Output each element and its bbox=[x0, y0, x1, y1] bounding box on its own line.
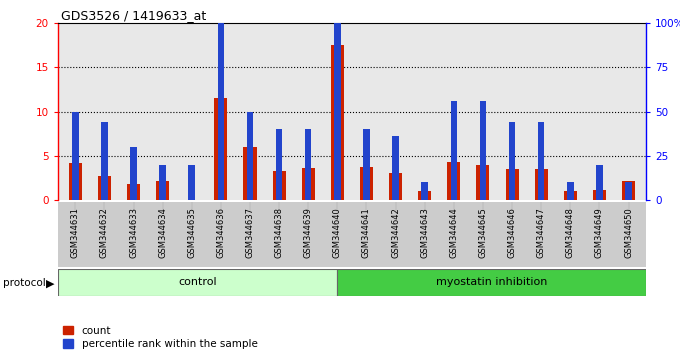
Bar bbox=[451, 101, 457, 200]
Bar bbox=[509, 122, 515, 200]
Bar bbox=[593, 190, 606, 200]
Bar bbox=[422, 182, 428, 200]
Bar bbox=[534, 169, 547, 200]
Text: GSM344650: GSM344650 bbox=[624, 207, 633, 258]
Bar bbox=[389, 173, 402, 200]
Bar bbox=[273, 171, 286, 200]
Bar bbox=[330, 45, 344, 200]
Bar bbox=[188, 165, 195, 200]
Text: GSM344644: GSM344644 bbox=[449, 207, 458, 258]
Bar bbox=[392, 136, 399, 200]
Text: GSM344646: GSM344646 bbox=[507, 207, 517, 258]
Text: GSM344645: GSM344645 bbox=[479, 207, 488, 258]
Text: GSM344638: GSM344638 bbox=[275, 207, 284, 258]
Bar bbox=[418, 191, 431, 200]
Text: GSM344649: GSM344649 bbox=[595, 207, 604, 258]
Bar bbox=[360, 167, 373, 200]
Bar bbox=[243, 147, 256, 200]
Text: GSM344632: GSM344632 bbox=[100, 207, 109, 258]
Bar bbox=[363, 129, 370, 200]
Bar bbox=[505, 169, 519, 200]
Bar bbox=[131, 147, 137, 200]
Bar bbox=[477, 166, 490, 200]
Text: ▶: ▶ bbox=[46, 278, 54, 288]
Bar bbox=[625, 182, 632, 200]
Bar bbox=[276, 129, 282, 200]
Bar bbox=[334, 0, 341, 200]
Text: control: control bbox=[178, 277, 217, 287]
Bar bbox=[622, 181, 635, 200]
Text: GSM344634: GSM344634 bbox=[158, 207, 167, 258]
Text: GSM344648: GSM344648 bbox=[566, 207, 575, 258]
Bar bbox=[447, 162, 460, 200]
Bar bbox=[127, 184, 140, 200]
Text: myostatin inhibition: myostatin inhibition bbox=[436, 277, 547, 287]
Text: GSM344636: GSM344636 bbox=[216, 207, 225, 258]
Bar bbox=[247, 112, 253, 200]
Text: GSM344639: GSM344639 bbox=[304, 207, 313, 258]
Bar bbox=[305, 129, 311, 200]
Text: GSM344637: GSM344637 bbox=[245, 207, 254, 258]
Legend: count, percentile rank within the sample: count, percentile rank within the sample bbox=[63, 326, 258, 349]
Bar bbox=[596, 165, 602, 200]
Bar bbox=[58, 269, 337, 296]
Bar bbox=[159, 165, 166, 200]
Text: GSM344635: GSM344635 bbox=[187, 207, 197, 258]
Bar bbox=[337, 269, 646, 296]
Text: GSM344640: GSM344640 bbox=[333, 207, 342, 258]
Text: GSM344642: GSM344642 bbox=[391, 207, 400, 258]
Bar bbox=[72, 112, 79, 200]
Bar bbox=[98, 176, 111, 200]
Bar bbox=[214, 98, 227, 200]
Bar bbox=[69, 163, 82, 200]
Bar bbox=[538, 122, 545, 200]
Text: GSM344641: GSM344641 bbox=[362, 207, 371, 258]
Text: protocol: protocol bbox=[3, 278, 46, 288]
Text: GDS3526 / 1419633_at: GDS3526 / 1419633_at bbox=[61, 9, 207, 22]
Bar bbox=[101, 122, 107, 200]
Text: GSM344647: GSM344647 bbox=[537, 207, 545, 258]
Bar bbox=[479, 101, 486, 200]
Bar bbox=[218, 23, 224, 200]
Bar bbox=[567, 182, 573, 200]
Bar bbox=[302, 168, 315, 200]
Bar bbox=[156, 181, 169, 200]
Text: GSM344633: GSM344633 bbox=[129, 207, 138, 258]
Text: GSM344643: GSM344643 bbox=[420, 207, 429, 258]
Text: GSM344631: GSM344631 bbox=[71, 207, 80, 258]
Bar bbox=[564, 191, 577, 200]
